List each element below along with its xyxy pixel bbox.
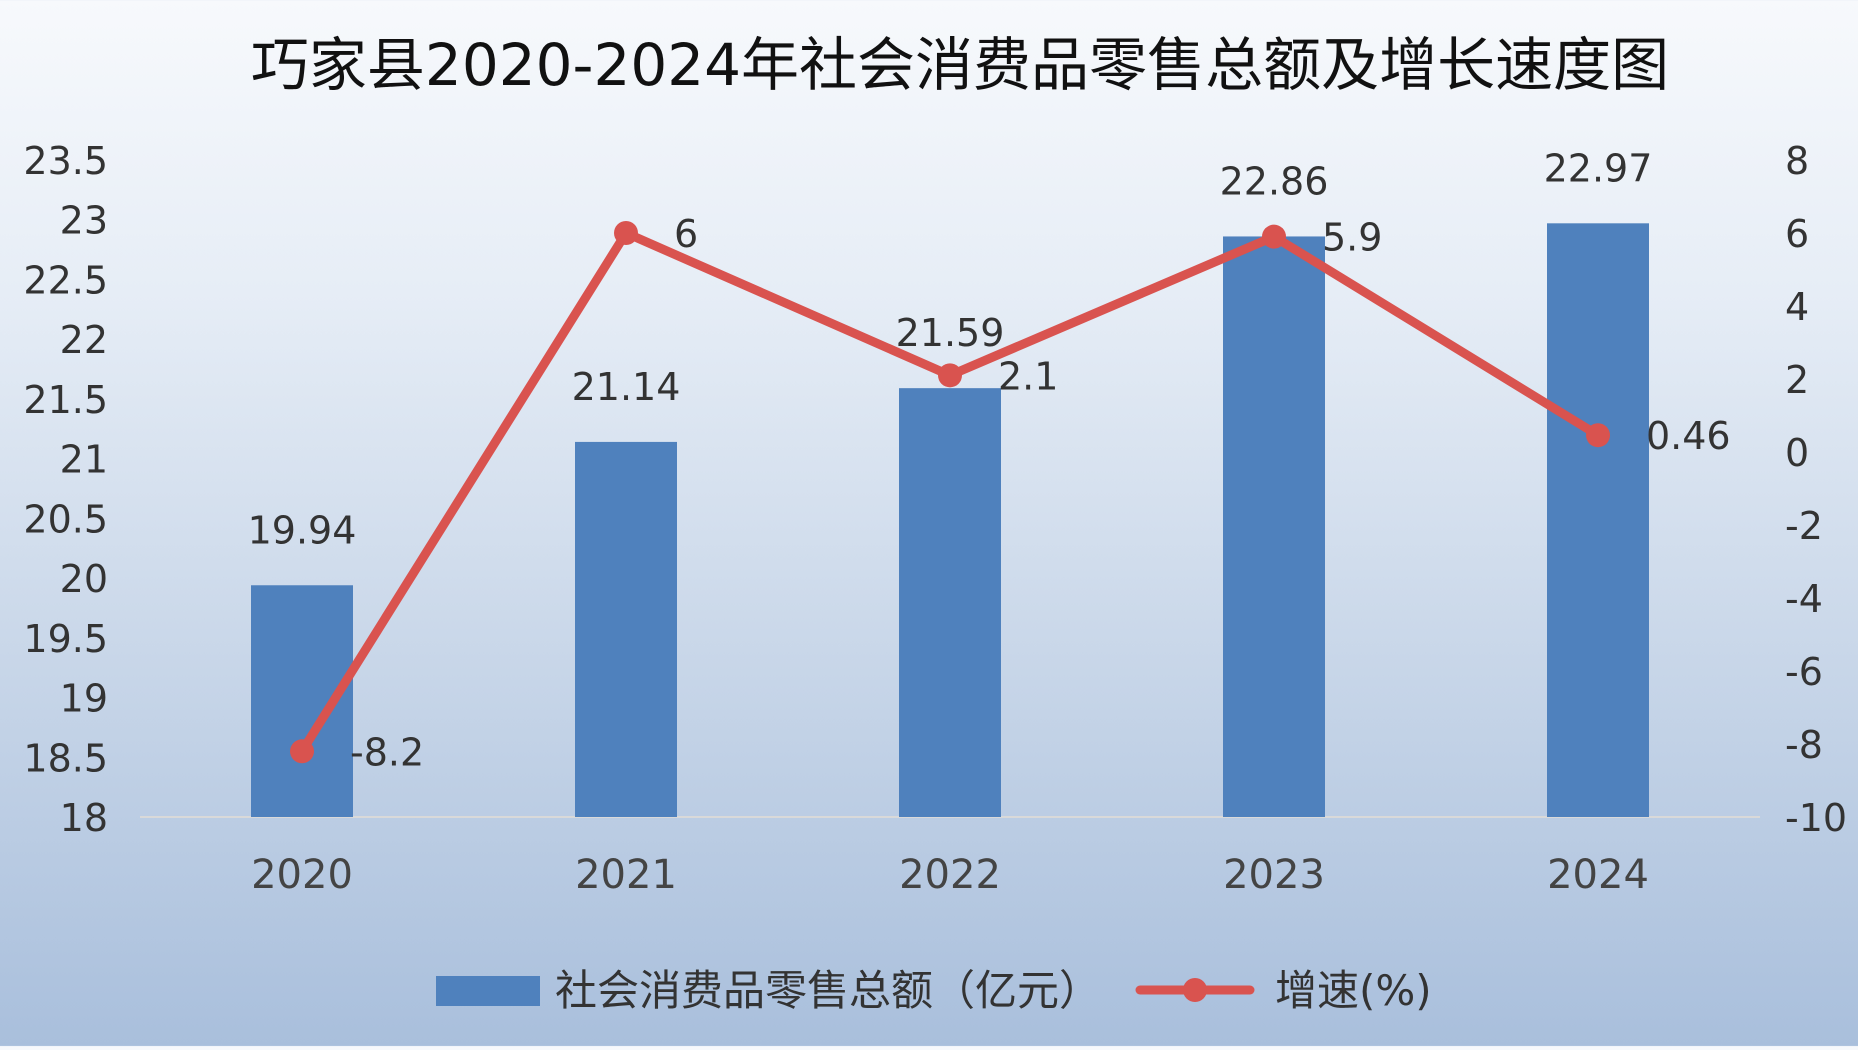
bar-data-label: 22.97: [1544, 146, 1653, 190]
y-right-tick-label: 8: [1785, 139, 1809, 183]
bar-data-label: 19.94: [248, 508, 357, 552]
y-left-tick-label: 18: [60, 796, 108, 840]
bar-data-label: 21.14: [572, 365, 681, 409]
y-right-tick-label: 0: [1785, 431, 1809, 475]
legend-line-label: 增速(%): [1275, 966, 1432, 1015]
y-right-tick-label: -10: [1785, 796, 1847, 840]
y-left-tick-label: 23.5: [23, 139, 108, 183]
y-right-tick-label: -2: [1785, 504, 1823, 548]
y-left-tick-label: 18.5: [23, 736, 108, 780]
line-point: [290, 739, 314, 764]
line-point: [614, 221, 638, 245]
y-right-tick-label: 2: [1785, 358, 1809, 402]
bar: [1547, 223, 1649, 817]
y-left-tick-label: 19.5: [23, 617, 108, 661]
line-layer: [290, 221, 1610, 764]
line-point: [938, 363, 962, 388]
y-left-tick-label: 21.5: [23, 378, 108, 422]
line-point: [1586, 423, 1610, 448]
y-right-tick-label: -4: [1785, 577, 1823, 621]
y-right-tick-label: -6: [1785, 650, 1823, 694]
y-right-tick-label: -8: [1785, 723, 1823, 767]
x-tick-label: 2020: [251, 852, 353, 898]
chart-title: 巧家县2020-2024年社会消费品零售总额及增长速度图: [251, 31, 1669, 99]
line-point: [1262, 224, 1286, 249]
bar: [575, 441, 677, 817]
x-tick-label: 2024: [1547, 852, 1649, 898]
y-left-tick-label: 22.5: [23, 258, 108, 302]
y-left-tick-label: 21: [60, 438, 108, 482]
y-left-tick-label: 19: [60, 677, 108, 721]
title-layer: 巧家县2020-2024年社会消费品零售总额及增长速度图: [251, 31, 1669, 99]
bar: [899, 388, 1001, 817]
bar: [1223, 236, 1325, 817]
legend-bar-label: 社会消费品零售总额（亿元）: [555, 966, 1101, 1015]
bar-data-label: 22.86: [1220, 159, 1329, 203]
y-left-tick-label: 20.5: [23, 497, 108, 541]
bar-data-label: 21.59: [896, 311, 1005, 355]
axes-layer: 23.52322.52221.52120.52019.51918.5188642…: [23, 139, 1847, 898]
x-tick-label: 2023: [1223, 852, 1325, 898]
line-data-label: 2.1: [998, 354, 1058, 398]
bars-layer: [251, 223, 1649, 817]
legend-layer: 社会消费品零售总额（亿元） 增速(%): [436, 966, 1432, 1015]
line-data-label: 0.46: [1646, 414, 1731, 458]
x-tick-label: 2022: [899, 852, 1001, 898]
y-left-tick-label: 23: [60, 199, 108, 243]
labels-layer: 19.94 21.14 21.59 22.86 22.97 -8.2 6 2.1 5.9 0.46: [248, 146, 1731, 774]
y-right-tick-label: 4: [1785, 285, 1809, 329]
legend-line-marker: [1183, 978, 1207, 1002]
line-data-label: -8.2: [350, 730, 424, 774]
y-right-tick-label: 6: [1785, 212, 1809, 256]
x-tick-label: 2021: [575, 852, 677, 898]
y-left-tick-label: 22: [60, 318, 108, 362]
line-data-label: 6: [674, 212, 698, 256]
y-left-tick-label: 20: [60, 557, 108, 601]
legend-bar-swatch: [436, 976, 540, 1006]
line-data-label: 5.9: [1322, 216, 1382, 260]
